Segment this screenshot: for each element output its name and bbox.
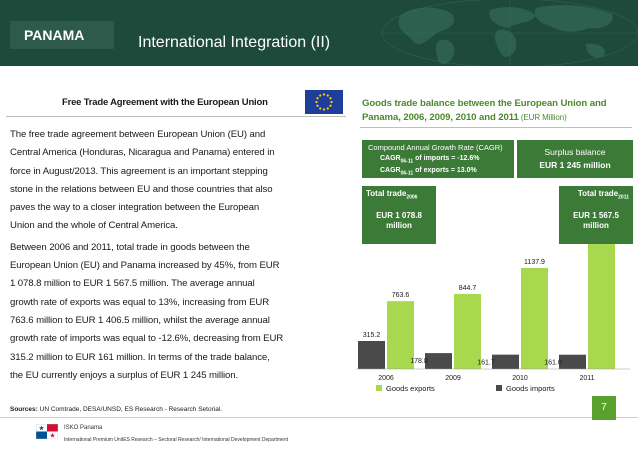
x-tick-label: 2009: [445, 375, 461, 382]
imports-bar: [559, 354, 586, 369]
eu-star-icon: [319, 94, 322, 97]
x-tick-label: 2011: [579, 375, 594, 382]
eu-star-icon: [326, 94, 329, 97]
paragraph-trade: Between 2006 and 2011, total trade in go…: [10, 239, 350, 385]
exports-data-label: 763.6: [392, 292, 410, 299]
imports-data-label: 315.2: [363, 332, 381, 339]
paragraph2-line: 763.6 million to EUR 1 406.5 million, wh…: [10, 314, 270, 326]
paragraph1-line: Central America (Honduras, Nicaragua and…: [10, 147, 275, 159]
eu-star-icon: [329, 97, 332, 100]
paragraph2-line: 1 078.8 million to EUR 1 567.5 million. …: [10, 278, 255, 290]
eu-star-icon: [322, 108, 326, 111]
exports-data-label: 1137.9: [524, 259, 545, 266]
total-trade-2011-value: EUR 1 567.5 million: [573, 210, 619, 230]
sources-note: Sources: UN Comtrade, DESA/UNSD, ES Rese…: [10, 406, 222, 413]
total-trade-2006-value: EUR 1 078.8 million: [376, 210, 422, 230]
footer-note: International Premium UnitES Research – …: [64, 437, 288, 443]
exports-data-label: 844.7: [459, 285, 477, 292]
paragraph1-line: paves the way to a closer integration be…: [10, 202, 260, 214]
cagr-imports: CAGR06-11 of imports = -12.6%: [380, 154, 480, 164]
surplus-label: Surplus balance: [544, 147, 606, 157]
divider: [6, 116, 346, 117]
chart-title-unit: (EUR Million): [518, 113, 567, 122]
eu-star-icon: [330, 100, 333, 104]
eu-flag-icon: [305, 90, 343, 114]
paragraph2-line: European Union (EU) and Panama increased…: [10, 260, 280, 272]
paragraph2-line: growth rate of imports was equal to -12.…: [10, 333, 284, 345]
paragraph2-line: growth rate of exports was equal to 13%,…: [10, 296, 270, 308]
header-bar: PANAMA International Integration (II): [0, 0, 638, 66]
body-text: The free trade agreement between Europea…: [10, 126, 350, 385]
imports-bar: [358, 340, 385, 369]
surplus-value: EUR 1 245 million: [539, 160, 611, 170]
imports-bar: [425, 353, 452, 369]
paragraph2-line: Between 2006 and 2011, total trade in go…: [10, 241, 250, 253]
footer-divider: [0, 417, 638, 418]
eu-star-icon: [326, 107, 329, 110]
cagr-title: Compound Annual Growth Rate (CAGR): [368, 143, 503, 152]
eu-star-icon: [319, 107, 322, 110]
exports-bar: [521, 267, 548, 369]
eu-star-icon: [316, 104, 319, 107]
legend-exports-swatch: [376, 385, 382, 391]
cagr-box: Compound Annual Growth Rate (CAGR) CAGR0…: [362, 140, 514, 178]
paragraph-agreement: The free trade agreement between Europea…: [10, 126, 350, 236]
legend-imports-label: Goods imports: [506, 384, 555, 393]
exports-bar: [454, 293, 481, 369]
chart-title-main: Goods trade balance between the European…: [362, 98, 607, 123]
exports-bar: [588, 244, 615, 369]
exports-bar: [387, 301, 414, 369]
legend-imports-swatch: [496, 385, 502, 391]
imports-data-label: 178.8: [410, 358, 428, 365]
paragraph2-line: 315.2 million to EUR 161 million. In ter…: [10, 351, 270, 363]
page-title: International Integration (II): [138, 34, 331, 51]
imports-data-label: 161.7: [477, 360, 495, 367]
paragraph2-line: the EU currently enjoys a surplus of EUR…: [10, 369, 239, 381]
country-label: PANAMA: [10, 21, 114, 49]
footer-org: ISKO Panama: [64, 425, 103, 431]
total-trade-2006-box: Total trade2006 EUR 1 078.8 million: [362, 186, 436, 244]
paragraph1-line: The free trade agreement between Europea…: [10, 129, 266, 140]
legend-exports-label: Goods exports: [386, 384, 435, 393]
chart-title: Goods trade balance between the European…: [362, 97, 630, 125]
cagr-exports: CAGR06-11 of exports = 13.0%: [380, 167, 477, 177]
page-number: 7: [592, 396, 616, 420]
eu-star-icon: [315, 100, 318, 104]
panama-flag-icon: [36, 424, 58, 439]
divider: [360, 127, 632, 128]
eu-star-icon: [322, 93, 326, 96]
surplus-box: Surplus balance EUR 1 245 million: [517, 140, 633, 178]
eu-star-icon: [316, 97, 319, 100]
sources-label: Sources:: [10, 406, 38, 413]
imports-data-label: 161.0: [544, 360, 562, 367]
sources-text: UN Comtrade, DESA/UNSD, ES Research - Re…: [37, 406, 223, 413]
x-tick-label: 2006: [378, 375, 394, 382]
paragraph1-line: Union and the whole of Central America.: [10, 220, 178, 232]
paragraph1-line: force in August/2013. This agreement is …: [10, 165, 268, 177]
agreement-title: Free Trade Agreement with the European U…: [62, 97, 268, 108]
x-tick-label: 2010: [512, 375, 528, 382]
total-trade-2011-box: Total trade2011 EUR 1 567.5 million: [559, 186, 633, 244]
imports-bar: [492, 354, 519, 369]
eu-star-icon: [329, 104, 332, 107]
world-map-graphic: [380, 0, 638, 66]
paragraph1-line: stone in the relations between EU and th…: [10, 183, 273, 195]
